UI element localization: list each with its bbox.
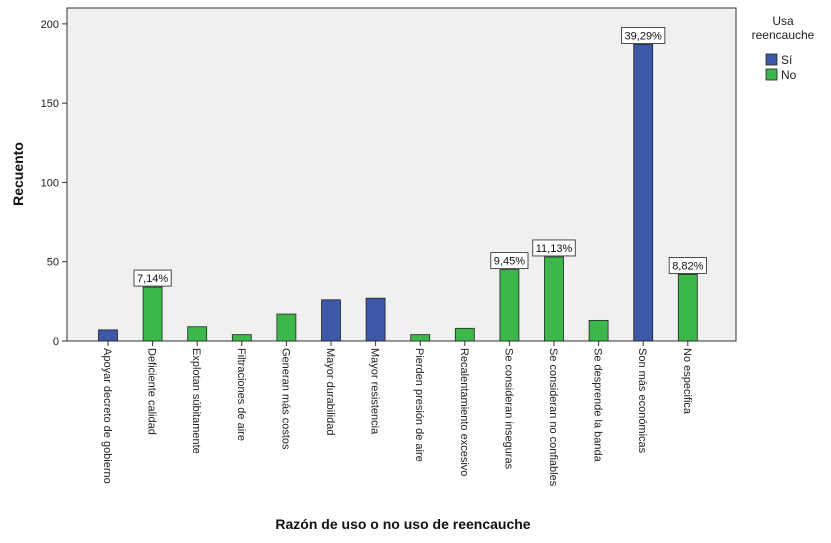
bar-pierden-presion-de-aire-no: [410, 334, 431, 342]
bar-son-mas-economicas-si: [633, 44, 654, 342]
bar-filtraciones-de-aire-no: [231, 334, 252, 342]
bar-mayor-resistencia-si: [365, 297, 386, 342]
data-label-box: [621, 27, 666, 44]
data-label-se-consideran-no-confiables: 11,13%: [532, 239, 576, 257]
legend-title-line1: Usa: [772, 14, 794, 28]
bar-explotan-subitamente-no: [187, 326, 208, 342]
x-tick-label-pierden-presion-de-aire: Pierden presión de aire: [413, 348, 425, 462]
x-tick-label-son-mas-economicas: Son más económicas: [636, 348, 648, 454]
y-tick-label: 200: [41, 19, 59, 31]
data-label-no-especifica: 8,82%: [668, 256, 707, 274]
data-label-son-mas-economicas: 39,29%: [621, 27, 666, 44]
x-axis-title: Razón de uso o no uso de reencauche: [275, 516, 530, 532]
data-label-box: [133, 269, 172, 287]
legend-title-line2: reencauche: [752, 28, 815, 42]
x-tick-label-mayor-resistencia: Mayor resistencia: [369, 348, 381, 435]
x-tick-label-explotan-subitamente: Explotan súbitamente: [190, 348, 202, 454]
y-tick-label: 50: [47, 257, 59, 269]
bar-se-desprende-la-banda-no: [588, 319, 609, 342]
data-label-deficiente-calidad: 7,14%: [133, 269, 172, 287]
bar-mayor-durabilidad-si: [321, 299, 341, 342]
legend: Usa reencauche Sí No: [752, 14, 815, 82]
bars: [98, 44, 698, 342]
bar-se-consideran-no-confiables-no: [544, 256, 564, 342]
data-label-text: 39,29%: [625, 30, 663, 42]
x-tick-label-se-consideran-inseguras: Se consideran inseguras: [502, 348, 514, 470]
legend-swatch-no: [765, 68, 778, 81]
data-labels: 7,14% 9,45% 11,13% 39,29% 8,82%: [133, 27, 707, 287]
data-label-text: 8,82%: [672, 260, 703, 272]
y-tick-label: 100: [41, 177, 59, 189]
data-label-box: [532, 239, 576, 257]
bar-apoyar-decreto-de-gobierno-si: [98, 329, 118, 342]
x-tick-label-se-consideran-no-confiables: Se consideran no confiables: [547, 348, 559, 487]
legend-label-si: Sí: [781, 53, 793, 67]
bar-recalentamiento-excesivo-no: [454, 327, 475, 342]
y-tick-label: 150: [41, 98, 59, 110]
data-label-se-consideran-inseguras: 9,45%: [490, 252, 529, 270]
x-tick-label-recalentamiento-excesivo: Recalentamiento excesivo: [458, 348, 470, 476]
data-label-box: [668, 256, 707, 274]
legend-swatch-si: [765, 53, 778, 66]
x-tick-label-deficiente-calidad: Deficiente calidad: [146, 348, 158, 435]
x-tick-label-filtraciones-de-aire: Filtraciones de aire: [235, 348, 247, 441]
bar-se-consideran-inseguras-no: [499, 269, 520, 342]
y-axis: 0 50 100 150 200: [41, 19, 67, 348]
plot-area: [66, 7, 737, 342]
x-tick-label-generan-mas-costos: Generan más costos: [279, 348, 291, 450]
x-tick-label-mayor-durabilidad: Mayor durabilidad: [324, 348, 336, 435]
data-label-text: 9,45%: [494, 256, 525, 268]
x-tick-label-apoyar-decreto-de-gobierno: Apoyar decreto de gobierno: [101, 348, 113, 484]
x-axis: Apoyar decreto de gobierno Deficiente cal…: [101, 341, 693, 487]
data-label-text: 7,14%: [137, 273, 168, 285]
y-axis-title: Recuento: [10, 142, 26, 206]
bar-generan-mas-costos-no: [276, 313, 297, 342]
data-label-box: [490, 252, 529, 270]
x-tick-label-se-desprende-la-banda: Se desprende la banda: [592, 348, 604, 463]
x-tick-label-no-especifica: No especifica: [681, 348, 693, 415]
bar-no-especifica-no: [677, 273, 698, 342]
legend-label-no: No: [781, 68, 797, 82]
y-tick-label: 0: [53, 336, 59, 348]
data-label-text: 11,13%: [536, 243, 573, 255]
bar-deficiente-calidad-no: [142, 286, 163, 342]
